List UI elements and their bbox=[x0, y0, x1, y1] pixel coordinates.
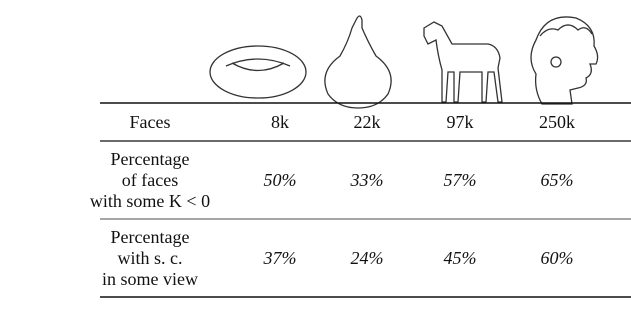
header-cell: 250k bbox=[539, 112, 575, 132]
cell: 45% bbox=[444, 248, 477, 268]
table-figure: Faces8k22k97k250kPercentageof faceswith … bbox=[0, 0, 631, 310]
row-label: with s. c. bbox=[118, 248, 183, 268]
cell: 37% bbox=[263, 248, 297, 268]
cell: 24% bbox=[351, 248, 384, 268]
row-label: Percentage bbox=[111, 149, 190, 169]
cell: 57% bbox=[444, 170, 477, 190]
header-label: Faces bbox=[130, 112, 171, 132]
row-label: with some K < 0 bbox=[90, 191, 210, 211]
cell: 65% bbox=[541, 170, 574, 190]
header-cell: 8k bbox=[271, 112, 289, 132]
pear-icon bbox=[325, 16, 391, 108]
cell: 50% bbox=[264, 170, 297, 190]
row-label: in some view bbox=[102, 269, 198, 289]
cell: 33% bbox=[350, 170, 384, 190]
torus-icon bbox=[210, 46, 306, 98]
horse-icon bbox=[424, 22, 502, 102]
cell: 60% bbox=[541, 248, 574, 268]
header-cell: 97k bbox=[447, 112, 474, 132]
row-label: Percentage bbox=[111, 227, 190, 247]
head-icon bbox=[531, 17, 598, 104]
header-cell: 22k bbox=[354, 112, 381, 132]
row-label: of faces bbox=[122, 170, 178, 190]
